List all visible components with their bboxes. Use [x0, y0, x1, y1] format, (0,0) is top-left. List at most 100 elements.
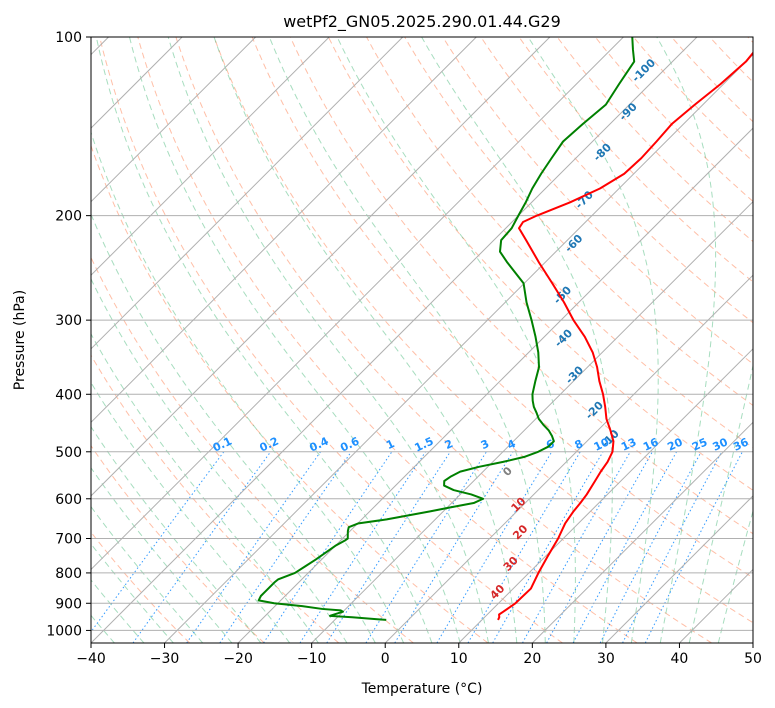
- mixing-ratio-line: [522, 451, 631, 643]
- moist-adiabat-label: 30: [501, 554, 521, 574]
- isotherm-line: [91, 37, 698, 643]
- axis-ticks: −40 −30 −20 −10 0 10 20 30 40 5010020030040050060…: [46, 30, 762, 667]
- y-tick-label: 300: [55, 313, 82, 329]
- mixing-ratio-line: [299, 451, 426, 643]
- isotherm-line: [164, 53, 753, 643]
- x-tick-label: −20: [223, 651, 253, 667]
- dry-adiabat-label: -30: [563, 363, 586, 386]
- dry-adiabat-label: -80: [591, 141, 614, 164]
- isotherm-line: [91, 37, 477, 424]
- mixing-ratio-line: [186, 451, 321, 643]
- dry-adiabat-line: [91, 256, 414, 643]
- isotherm-line: [458, 348, 753, 643]
- mixing-ratio-line: [219, 451, 352, 643]
- mixing-ratio-line: [91, 451, 225, 633]
- moist-adiabat-line: [91, 381, 291, 643]
- moist-adiabat-line: [91, 277, 348, 643]
- grid-lines: [91, 37, 753, 643]
- x-tick-label: 10: [450, 651, 468, 667]
- moist-adiabat-label: 0: [500, 464, 515, 479]
- plot-area: -100-90-80-70-60-50-40-30-20-100.1 0.2 0.4…: [91, 37, 753, 643]
- mixing-ratio-lines: [91, 451, 743, 643]
- isotherm-line: [384, 274, 753, 643]
- dry-adiabat-line: [91, 531, 190, 643]
- plot-frame: [90, 36, 754, 644]
- moist-adiabat-line: [527, 37, 659, 643]
- moist-adiabat-line: [91, 505, 204, 643]
- mixing-ratio-line: [644, 451, 743, 643]
- moist-adiabat-line: [688, 363, 753, 643]
- mixing-ratio-line: [326, 451, 451, 643]
- dry-adiabat-line: [99, 37, 563, 643]
- x-tick-label: −10: [297, 651, 327, 667]
- y-axis-title: Pressure (hPa): [12, 290, 28, 390]
- y-tick-label: 800: [55, 566, 82, 582]
- x-axis-title: Temperature (°C): [361, 681, 483, 697]
- moist-adiabat-line: [167, 37, 489, 643]
- isotherm-line: [91, 37, 551, 497]
- y-tick-label: 1000: [46, 623, 82, 639]
- dry-adiabat-line: [251, 37, 753, 579]
- mixing-ratio-label: 36: [731, 435, 751, 453]
- mixing-ratio-line: [599, 451, 702, 643]
- isotherm-line: [311, 200, 753, 643]
- moist-adiabat-line: [268, 37, 546, 643]
- mixing-ratio-label: 25: [690, 435, 709, 453]
- moist-adiabat-line: [421, 37, 613, 643]
- mixing-ratio-line: [572, 451, 677, 643]
- moist-adiabat-line: [336, 37, 576, 643]
- mixing-ratio-line: [365, 451, 487, 643]
- moist-adiabat-line: [95, 37, 433, 643]
- moist-adiabats: [91, 37, 753, 643]
- chart-title: wetPf2_GN05.2025.290.01.44.G29: [283, 12, 561, 32]
- mixing-ratio-line: [263, 451, 393, 643]
- isotherm-line: [531, 421, 753, 643]
- moist-adiabat-line: [656, 37, 717, 643]
- x-tick-label: 20: [523, 651, 541, 667]
- mixing-ratio-line: [546, 451, 653, 643]
- x-tick-label: −30: [150, 651, 180, 667]
- y-tick-label: 900: [55, 596, 82, 612]
- dry-adiabat-line: [91, 444, 265, 643]
- isotherm-line: [752, 642, 753, 643]
- mixing-ratio-label: 4: [505, 437, 518, 452]
- x-tick-label: 0: [381, 651, 390, 667]
- isotherm-line: [91, 37, 624, 571]
- dry-adiabat-line: [442, 37, 753, 365]
- mixing-ratio-label: 16: [641, 435, 661, 453]
- isotherm-line: [91, 37, 404, 350]
- mixing-ratio-label: 20: [665, 435, 685, 453]
- dry-adiabat-line: [175, 37, 713, 643]
- mixing-ratio-label: 10: [592, 435, 612, 453]
- dry-adiabat-line: [327, 37, 753, 491]
- y-tick-label: 400: [55, 387, 82, 403]
- mixing-ratio-label: 2: [443, 437, 455, 452]
- moist-adiabat-label: 20: [510, 522, 530, 542]
- isotherm-line: [237, 127, 753, 643]
- dry-adiabat-line: [633, 37, 753, 163]
- dry-adiabat-label: -40: [552, 326, 575, 349]
- x-tick-label: −40: [76, 651, 106, 667]
- isotherm-line: [91, 37, 330, 276]
- dry-adiabat-line: [91, 144, 489, 643]
- moist-adiabat-line: [91, 425, 262, 643]
- isotherm-line: [605, 495, 753, 643]
- moist-adiabat-line: [717, 509, 753, 643]
- mixing-ratio-label: 3: [479, 437, 491, 452]
- y-tick-label: 700: [55, 532, 82, 548]
- moist-adiabat-line: [128, 37, 461, 643]
- dry-adiabat-label: -60: [562, 232, 585, 255]
- y-tick-label: 500: [55, 445, 82, 461]
- mixing-ratio-label: 13: [619, 435, 638, 453]
- mixing-ratio-line: [132, 451, 272, 643]
- y-tick-label: 200: [55, 209, 82, 225]
- dry-adiabat-line: [404, 37, 753, 407]
- temperature-line: [497, 51, 753, 621]
- x-tick-label: 40: [671, 651, 689, 667]
- dry-adiabat-line: [480, 37, 753, 324]
- dry-adiabat-line: [671, 37, 753, 123]
- moist-adiabat-line: [91, 212, 376, 643]
- dry-adiabat-label: -90: [617, 100, 640, 123]
- dry-adiabat-line: [366, 37, 753, 449]
